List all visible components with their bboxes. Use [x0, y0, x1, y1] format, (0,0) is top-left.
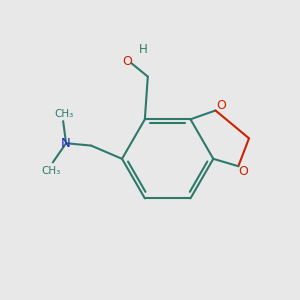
- Text: CH₃: CH₃: [42, 166, 61, 176]
- Text: H: H: [138, 43, 147, 56]
- Text: O: O: [216, 99, 226, 112]
- Text: O: O: [122, 56, 132, 68]
- Text: CH₃: CH₃: [54, 109, 74, 119]
- Text: O: O: [239, 165, 249, 178]
- Text: N: N: [61, 137, 71, 150]
